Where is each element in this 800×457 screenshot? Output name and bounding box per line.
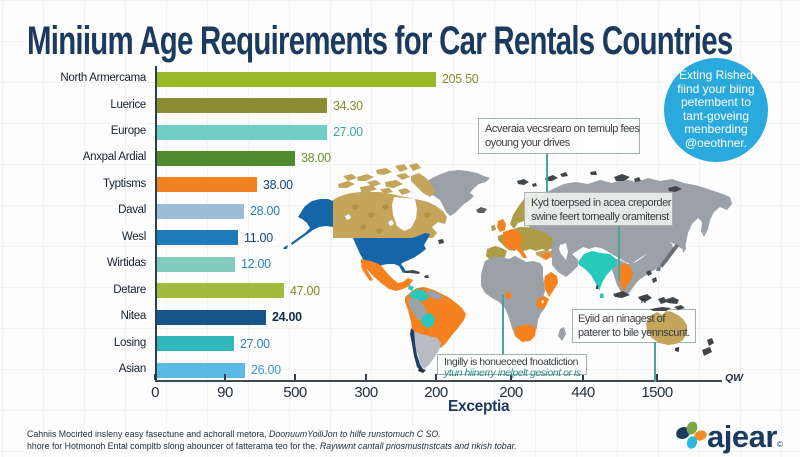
- svg-text:K: K: [641, 298, 646, 305]
